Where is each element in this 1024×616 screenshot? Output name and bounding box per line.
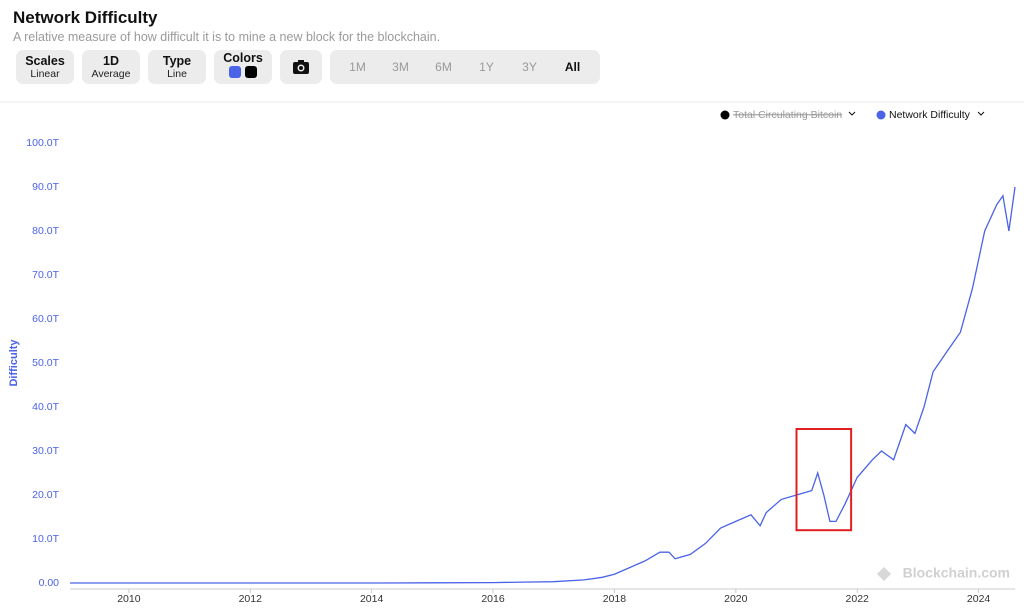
y-tick-label: 80.0T (32, 225, 59, 237)
button-value: Line (167, 68, 187, 80)
x-tick-label: 2018 (603, 593, 627, 605)
y-tick-label: 40.0T (32, 401, 59, 413)
y-tick-label: 60.0T (32, 313, 59, 325)
x-tick-label: 2012 (239, 593, 263, 605)
button-label: Type (162, 54, 192, 68)
x-tick-label: 2020 (724, 593, 748, 605)
legend-chevron (977, 111, 985, 116)
range-option[interactable]: All (564, 60, 581, 74)
color-swatch[interactable] (229, 66, 241, 78)
camera-icon (293, 60, 309, 74)
x-tick-label: 2022 (846, 593, 870, 605)
colors-button[interactable]: Colors (214, 50, 272, 84)
legend-chevron (848, 111, 856, 116)
y-tick-label: 90.0T (32, 181, 59, 193)
resolution-button[interactable]: 1D Average (82, 50, 140, 84)
y-tick-label: 30.0T (32, 445, 59, 457)
button-value: Average (91, 68, 131, 80)
y-tick-label: 100.0T (26, 137, 59, 149)
color-swatch[interactable] (245, 66, 257, 78)
button-label: 1D (103, 54, 119, 68)
scales-button[interactable]: Scales Linear (16, 50, 74, 84)
x-tick-label: 2024 (967, 593, 991, 605)
swatches (227, 65, 259, 83)
button-label: Colors (223, 51, 263, 65)
range-option[interactable]: 1Y (479, 60, 494, 74)
legend-label: Total Circulating Bitcoin (733, 109, 842, 121)
x-tick-label: 2016 (481, 593, 505, 605)
button-value: Linear (30, 68, 60, 80)
type-button[interactable]: Type Line (148, 50, 206, 84)
data-line (70, 186, 1016, 584)
range-option[interactable]: 3Y (522, 60, 537, 74)
y-tick-label: 70.0T (32, 269, 59, 281)
y-tick-label: 50.0T (32, 357, 59, 369)
range-option[interactable]: 3M (392, 60, 409, 74)
y-tick-label: 10.0T (32, 533, 59, 545)
page-subtitle: A relative measure of how difficult it i… (13, 30, 441, 44)
legend-dot (876, 110, 886, 120)
legend-item[interactable]: Total Circulating Bitcoin (720, 109, 856, 121)
screenshot-button[interactable] (280, 50, 322, 84)
y-axis-label: Difficulty (8, 339, 20, 387)
x-tick-label: 2014 (360, 593, 384, 605)
button-label: Scales (25, 54, 65, 68)
controls: Scales Linear 1D Average Type Line Colors 1… (16, 50, 600, 84)
legend-label: Network Difficulty (889, 109, 971, 121)
header: Network Difficulty A relative measure of… (13, 8, 440, 44)
watermark-logo (877, 567, 891, 581)
y-tick-label: 0.00 (39, 577, 60, 589)
x-tick-label: 2010 (117, 593, 141, 605)
y-tick-label: 20.0T (32, 489, 59, 501)
watermark: Blockchain.com (903, 565, 1010, 581)
legend-dot (720, 110, 730, 120)
range-option[interactable]: 6M (435, 60, 452, 74)
legend-item[interactable]: Network Difficulty (876, 109, 985, 121)
range-option[interactable]: 1M (349, 60, 366, 74)
range-selector: 1M 3M 6M 1Y 3Y All (330, 50, 600, 84)
page-title: Network Difficulty (13, 8, 158, 27)
highlight-box (795, 428, 853, 532)
